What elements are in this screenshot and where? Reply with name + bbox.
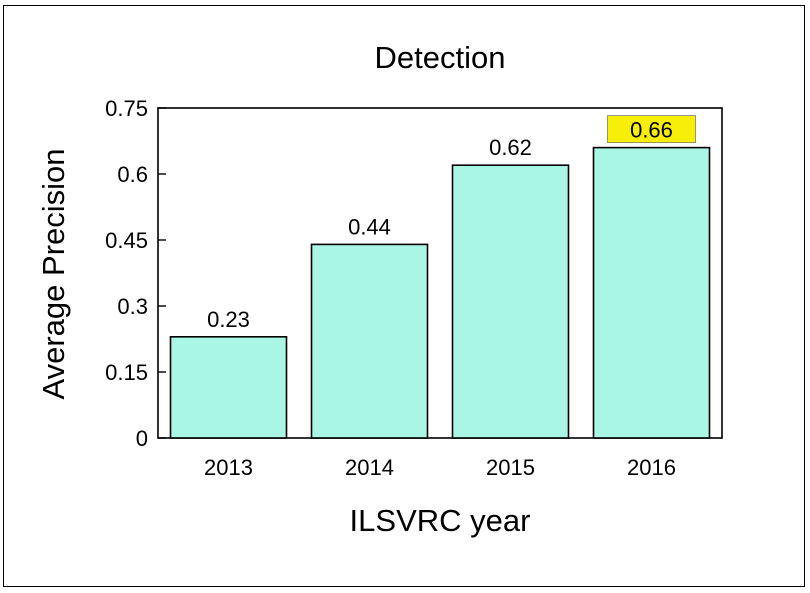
y-tick-label: 0 xyxy=(136,426,148,451)
y-tick-label: 0.6 xyxy=(117,162,148,187)
bar-2013 xyxy=(169,335,288,439)
bar-2016 xyxy=(592,146,711,439)
data-label: 0.44 xyxy=(348,214,391,239)
y-axis-label: Average Precision xyxy=(36,148,71,399)
data-labels: 0.23 0.44 0.62 0.66 xyxy=(207,115,696,332)
bar-2014 xyxy=(310,243,429,439)
x-tick-label: 2014 xyxy=(345,455,394,480)
x-axis-label: ILSVRC year xyxy=(350,503,531,538)
x-axis-ticks: 2013 2014 2015 2016 xyxy=(204,455,676,480)
y-axis-ticks: 0 0.15 0.3 0.45 0.6 0.75 xyxy=(105,96,166,451)
bars xyxy=(169,146,711,439)
data-label-highlight xyxy=(607,115,696,143)
chart-title: Detection xyxy=(375,40,506,75)
x-tick-label: 2015 xyxy=(486,455,535,480)
plot-area-border xyxy=(157,107,723,439)
y-tick-label: 0.45 xyxy=(105,228,148,253)
y-tick-label: 0.3 xyxy=(117,294,148,319)
x-tick-label: 2013 xyxy=(204,455,253,480)
data-label: 0.62 xyxy=(489,135,532,160)
data-label: 0.23 xyxy=(207,307,250,332)
data-label: 0.66 xyxy=(630,118,673,143)
y-tick-label: 0.75 xyxy=(105,96,148,121)
y-tick-label: 0.15 xyxy=(105,360,148,385)
x-tick-label: 2016 xyxy=(627,455,676,480)
bar-2015 xyxy=(451,164,570,439)
